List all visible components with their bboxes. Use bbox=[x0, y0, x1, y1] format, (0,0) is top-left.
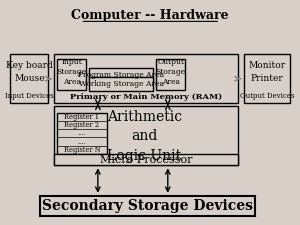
Text: Register N: Register N bbox=[64, 146, 100, 154]
FancyBboxPatch shape bbox=[244, 54, 290, 104]
Text: Key board: Key board bbox=[6, 61, 53, 70]
Text: Input
Storage
Area: Input Storage Area bbox=[56, 58, 87, 86]
FancyBboxPatch shape bbox=[89, 76, 153, 91]
Text: Primary or Main Memory (RAM): Primary or Main Memory (RAM) bbox=[70, 93, 222, 101]
Text: Program Storage Area: Program Storage Area bbox=[78, 71, 164, 79]
Text: ....: .... bbox=[78, 138, 86, 146]
Text: Register 2: Register 2 bbox=[64, 121, 99, 129]
FancyBboxPatch shape bbox=[54, 54, 238, 104]
Text: ....: .... bbox=[78, 129, 86, 137]
FancyBboxPatch shape bbox=[54, 154, 238, 165]
FancyBboxPatch shape bbox=[54, 106, 238, 165]
Text: Computer -- Hardware: Computer -- Hardware bbox=[71, 9, 229, 22]
FancyBboxPatch shape bbox=[40, 196, 255, 216]
Text: Input Devices: Input Devices bbox=[5, 92, 54, 100]
Text: Output Devices: Output Devices bbox=[240, 92, 294, 100]
FancyBboxPatch shape bbox=[57, 58, 86, 90]
Text: Arithmetic
and
Logic Unit: Arithmetic and Logic Unit bbox=[107, 110, 182, 163]
Text: Printer: Printer bbox=[250, 74, 283, 83]
Text: Register 1: Register 1 bbox=[64, 113, 99, 121]
Text: Micro Processor: Micro Processor bbox=[100, 155, 192, 164]
Text: Working Storage Area: Working Storage Area bbox=[79, 80, 164, 88]
FancyBboxPatch shape bbox=[89, 68, 153, 82]
FancyBboxPatch shape bbox=[11, 54, 48, 104]
Text: Secondary Storage Devices: Secondary Storage Devices bbox=[42, 199, 253, 213]
FancyBboxPatch shape bbox=[57, 112, 106, 154]
Text: Monitor: Monitor bbox=[248, 61, 285, 70]
Text: Mouse: Mouse bbox=[14, 74, 45, 83]
Text: Output
Storage
Area: Output Storage Area bbox=[156, 58, 186, 86]
FancyBboxPatch shape bbox=[156, 58, 185, 90]
